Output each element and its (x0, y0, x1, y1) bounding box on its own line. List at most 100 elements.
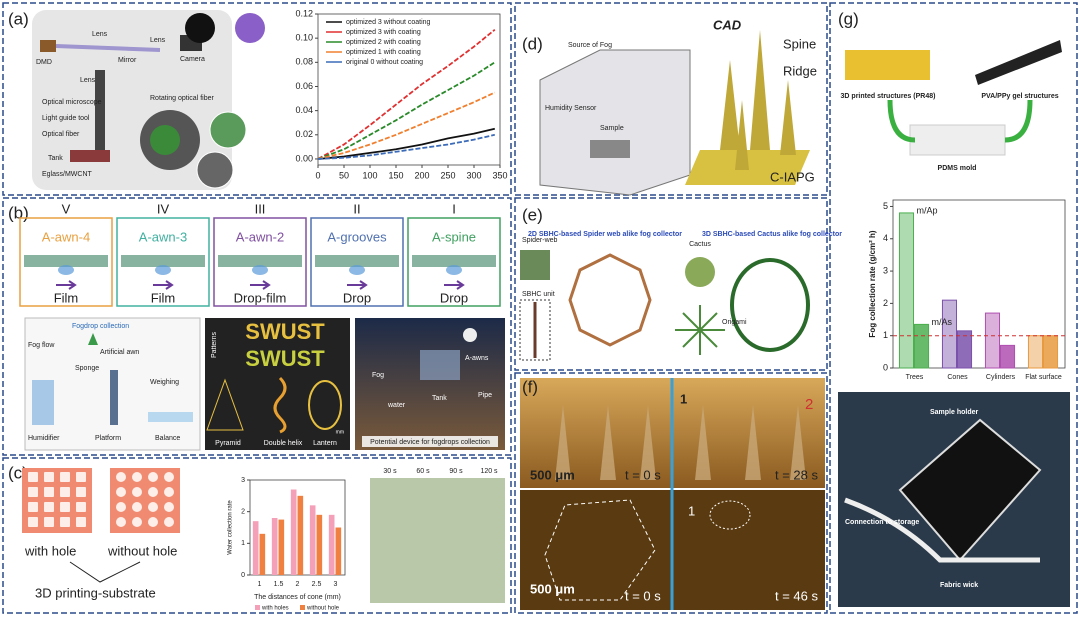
panel-label: (b) (8, 203, 29, 222)
hole (76, 502, 86, 512)
roman-numeral: II (353, 201, 360, 216)
x-tick-label: 2 (296, 581, 300, 588)
panel-label: (a) (8, 9, 29, 28)
setup-label: Eglass/MWCNT (42, 171, 93, 178)
bar (309, 505, 316, 575)
substrate-label: with hole (24, 543, 76, 558)
hole (116, 517, 126, 527)
spine-image (209, 111, 247, 149)
setup-label: DMD (36, 59, 52, 66)
e-label: SBHC unit (522, 291, 555, 298)
awn-image (24, 255, 108, 267)
pyramid-image (206, 378, 244, 431)
printed-structures (845, 50, 930, 80)
time-label: t = 0 s (625, 588, 661, 603)
roman-numeral: I (452, 201, 456, 216)
panel-label: (e) (522, 205, 543, 224)
bar (328, 514, 335, 575)
hole (60, 502, 70, 512)
hole (132, 517, 142, 527)
cactus-collector (730, 258, 810, 352)
dmd-icon (40, 40, 56, 52)
hole (44, 472, 54, 482)
bar (259, 533, 266, 575)
awn-image (218, 255, 302, 267)
bar (984, 312, 1001, 369)
awn-box (213, 217, 307, 307)
legend-label: optimized 3 with coating (346, 29, 421, 36)
panel-frame (514, 372, 828, 614)
y-axis-label: Water collection rate (228, 500, 234, 555)
hex-outline (544, 499, 656, 601)
awn-box (310, 217, 404, 307)
time-label: 30 s (383, 468, 397, 475)
x-tick-label: 250 (440, 170, 455, 180)
panel-frame (514, 2, 828, 196)
mode-label: Drop-film (234, 290, 287, 305)
hole (116, 487, 126, 497)
light-path (55, 44, 161, 52)
drop-number: 1 (688, 503, 695, 518)
y-tick-label: 0 (883, 362, 888, 372)
setup-label: Fog flow (28, 342, 55, 349)
roman-numeral: III (255, 201, 266, 216)
hole (28, 502, 38, 512)
panel-frame (829, 2, 1078, 614)
mode-label: Drop (440, 290, 468, 305)
series-line (317, 29, 496, 160)
origami (675, 305, 725, 355)
e-label: Origami (722, 319, 747, 326)
x-axis-label: The distances of cone (mm) (254, 594, 341, 601)
series-annotation: m/Ap (917, 205, 938, 215)
arrow (153, 280, 174, 290)
series-annotation: m/As (932, 317, 953, 327)
e-label: Cactus (689, 241, 711, 248)
plot-area (892, 199, 1066, 369)
y-axis-label: Fog collection rate (g/cm² h) (868, 230, 877, 337)
panel-frame (2, 457, 512, 614)
setup-label: Optical microscope (42, 99, 102, 106)
cactus-photo (685, 257, 715, 287)
web-photo (520, 250, 550, 280)
bar (297, 495, 304, 575)
hole (148, 502, 158, 512)
device-label: Fog (372, 372, 384, 379)
bar (278, 519, 285, 575)
awn-image (315, 255, 399, 267)
y-tick-label: 0.00 (295, 153, 313, 163)
bar (252, 521, 259, 575)
helix-image (273, 376, 287, 434)
hole (28, 517, 38, 527)
hole (132, 502, 142, 512)
spines-photo (555, 405, 806, 480)
bar (290, 489, 297, 575)
hole (44, 502, 54, 512)
bar (898, 212, 915, 369)
time-label: 60 s (416, 468, 430, 475)
hole (60, 487, 70, 497)
setup-label: Lens (92, 31, 108, 38)
awn-image (121, 255, 205, 267)
legend-label: optimized 3 without coating (346, 19, 431, 26)
e-label: 3D SBHC-based Cactus alike fog collector (702, 231, 842, 238)
scale-label: mm (336, 429, 344, 435)
setup-label: Optical fiber (42, 131, 80, 138)
y-tick-label: 1 (241, 540, 245, 547)
d-label: Source of Fog (568, 42, 612, 49)
y-tick-label: 0.08 (295, 57, 313, 67)
legend-label: with holes (261, 606, 289, 612)
humidifier-icon (32, 380, 54, 425)
hole (116, 502, 126, 512)
drop-number: 1 (680, 391, 687, 406)
mode-label: Film (151, 290, 176, 305)
g-label: PDMS mold (938, 165, 977, 172)
awn-box (19, 217, 113, 307)
y-tick-label: 0.10 (295, 33, 313, 43)
hole (148, 487, 158, 497)
bar (1000, 344, 1016, 369)
y-tick-label: 1 (883, 330, 888, 340)
x-tick-label: Trees (906, 374, 924, 381)
hole (76, 487, 86, 497)
patterns-label: Patterns (211, 331, 218, 358)
